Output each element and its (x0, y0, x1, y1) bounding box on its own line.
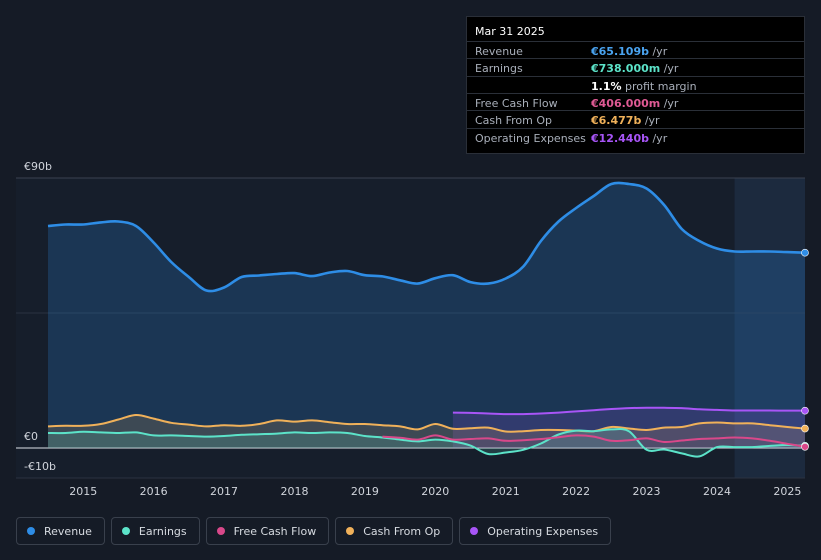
tooltip-row-label: Cash From Op (475, 114, 553, 128)
tooltip-row: Free Cash Flow €406.000m /yr (467, 92, 804, 111)
tooltip-row-unit: /yr (641, 114, 660, 128)
legend-item-earnings[interactable]: Earnings (110, 517, 200, 545)
free-cash-flow-line (382, 434, 806, 448)
x-axis-label: 2023 (633, 485, 661, 498)
legend-dot-icon (470, 527, 479, 535)
tooltip-row: Earnings €738.000m /yr (467, 58, 804, 76)
cash-from-op-line (47, 413, 806, 433)
y-axis-label: €90b (24, 160, 52, 173)
y-axis-label: -€10b (24, 460, 56, 473)
legend-item-operating-expenses[interactable]: Operating Expenses (459, 517, 612, 545)
legend-item-revenue[interactable]: Revenue (16, 517, 105, 545)
x-axis-label: 2022 (562, 485, 590, 498)
x-axis-label: 2015 (69, 485, 97, 498)
x-axis-label: 2025 (773, 485, 801, 498)
legend-item-cash-from-op[interactable]: Cash From Op (335, 517, 454, 545)
tooltip-panel: Mar 31 2025 Revenue €65.109b /yr Earnings €… (466, 16, 805, 154)
tooltip-row: 1.1% profit margin (467, 75, 804, 94)
revenue-end-marker (801, 248, 809, 257)
legend-label: Cash From Op (363, 524, 441, 538)
earnings-line (47, 428, 806, 458)
tooltip-row-value: €406.000m /yr (591, 96, 679, 110)
cash-from-op-area (48, 414, 805, 448)
tooltip-row: Operating Expenses €12.440b /yr (467, 127, 804, 146)
tooltip-row-value: €6.477b /yr (591, 114, 660, 128)
tooltip-row-label: Earnings (475, 62, 523, 76)
tooltip-row-value: €12.440b /yr (591, 131, 668, 145)
tooltip-row-value: €738.000m /yr (591, 62, 679, 76)
legend-label: Operating Expenses (487, 524, 599, 538)
x-axis-label: 2019 (351, 485, 379, 498)
x-axis-label: 2024 (703, 485, 731, 498)
legend-dot-icon (27, 527, 35, 535)
tooltip-row-unit: profit margin (621, 79, 697, 93)
free-cash-flow-end-marker (801, 442, 809, 451)
y-axis-label: €0 (24, 430, 38, 443)
x-axis-label: 2020 (421, 485, 449, 498)
x-axis-label: 2017 (210, 485, 238, 498)
tooltip-row-label: Operating Expenses (475, 131, 586, 145)
legend-dot-icon (346, 527, 355, 535)
tooltip-row: Cash From Op €6.477b /yr (467, 110, 804, 128)
revenue-area (48, 182, 805, 449)
tooltip-row: Revenue €65.109b /yr (467, 41, 804, 59)
tooltip-row-label: Free Cash Flow (475, 96, 558, 110)
revenue-line (47, 181, 806, 293)
tooltip-row-value: €65.109b /yr (591, 45, 668, 58)
x-axis-label: 2021 (492, 485, 520, 498)
legend-label: Revenue (44, 524, 92, 538)
legend-dot-icon (121, 527, 130, 535)
x-axis-label: 2016 (140, 485, 168, 498)
tooltip-row-unit: /yr (648, 131, 668, 145)
operating-expenses-end-marker (801, 406, 809, 415)
tooltip-row-unit: /yr (660, 96, 679, 110)
legend-item-free-cash-flow[interactable]: Free Cash Flow (205, 517, 330, 545)
tooltip-row-unit: /yr (660, 62, 679, 76)
legend-dot-icon (216, 527, 225, 535)
legend-label: Earnings (138, 524, 187, 538)
x-axis-label: 2018 (280, 485, 308, 498)
cash-from-op-end-marker (801, 424, 809, 433)
operating-expenses-line (452, 406, 806, 416)
legend-label: Free Cash Flow (233, 524, 317, 538)
tooltip-row-label: Revenue (475, 45, 523, 58)
tooltip-row-unit: /yr (648, 45, 668, 58)
legend: Revenue Earnings Free Cash Flow Cash From O… (16, 517, 612, 547)
tooltip-row-value: 1.1% profit margin (591, 79, 697, 93)
tooltip-date: Mar 31 2025 (475, 25, 545, 38)
